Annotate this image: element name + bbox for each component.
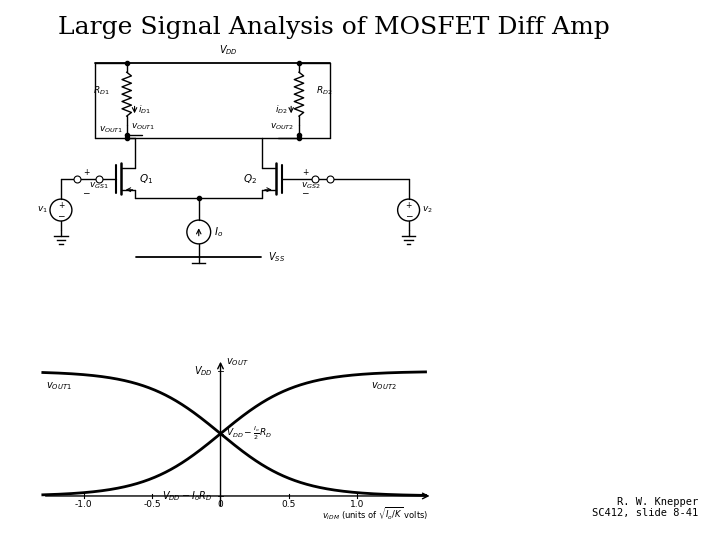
Text: -0.5: -0.5 xyxy=(143,500,161,509)
Text: $Q_2$: $Q_2$ xyxy=(243,172,257,186)
Text: $v_{OUT2}$: $v_{OUT2}$ xyxy=(371,380,397,392)
Text: R. W. Knepper
SC412, slide 8-41: R. W. Knepper SC412, slide 8-41 xyxy=(592,497,698,518)
Text: $v_{OUT1}$: $v_{OUT1}$ xyxy=(132,122,156,132)
Text: $i_{D2}$: $i_{D2}$ xyxy=(275,104,288,116)
Text: +: + xyxy=(58,201,64,211)
Text: 0: 0 xyxy=(217,500,223,509)
Text: $R_{D2}$: $R_{D2}$ xyxy=(316,85,333,97)
Text: $Q_1$: $Q_1$ xyxy=(139,172,153,186)
Text: 0.5: 0.5 xyxy=(282,500,296,509)
Text: Large Signal Analysis of MOSFET Diff Amp: Large Signal Analysis of MOSFET Diff Amp xyxy=(58,16,609,39)
Text: $V_{DD} - \frac{I_o}{2}R_D$: $V_{DD} - \frac{I_o}{2}R_D$ xyxy=(226,425,272,442)
Text: $V_{DD}$: $V_{DD}$ xyxy=(194,364,212,378)
Text: +: + xyxy=(302,168,308,177)
Text: −: − xyxy=(57,211,65,220)
Text: $v_{GS1}$: $v_{GS1}$ xyxy=(89,180,109,191)
Text: $V_{DD}$: $V_{DD}$ xyxy=(219,43,238,57)
Text: $i_{D1}$: $i_{D1}$ xyxy=(138,104,150,116)
Text: +: + xyxy=(83,168,89,177)
Text: $V_{DD} - I_o R_D$: $V_{DD} - I_o R_D$ xyxy=(162,489,212,503)
Text: $v_{GS2}$: $v_{GS2}$ xyxy=(300,180,320,191)
Text: −: − xyxy=(302,188,309,197)
Text: $v_{OUT1}$: $v_{OUT1}$ xyxy=(99,124,124,135)
Text: -1.0: -1.0 xyxy=(75,500,93,509)
Text: $v_{OUT}$: $v_{OUT}$ xyxy=(226,356,248,368)
Text: $I_o$: $I_o$ xyxy=(215,225,224,239)
Text: $v_{OUT1}$: $v_{OUT1}$ xyxy=(45,380,71,392)
Text: $R_{D1}$: $R_{D1}$ xyxy=(93,85,109,97)
Text: $v_1$: $v_1$ xyxy=(37,205,48,215)
Text: −: − xyxy=(82,188,90,197)
Text: −: − xyxy=(405,211,413,220)
Text: $v_{OUT2}$: $v_{OUT2}$ xyxy=(270,122,294,132)
Text: $v_2$: $v_2$ xyxy=(422,205,433,215)
Text: 1.0: 1.0 xyxy=(350,500,364,509)
Text: $V_{SS}$: $V_{SS}$ xyxy=(268,250,284,264)
Text: +: + xyxy=(405,201,412,211)
Text: $v_{iDM}$ (units of $\sqrt{I_o/K}$ volts): $v_{iDM}$ (units of $\sqrt{I_o/K}$ volts… xyxy=(322,506,428,522)
